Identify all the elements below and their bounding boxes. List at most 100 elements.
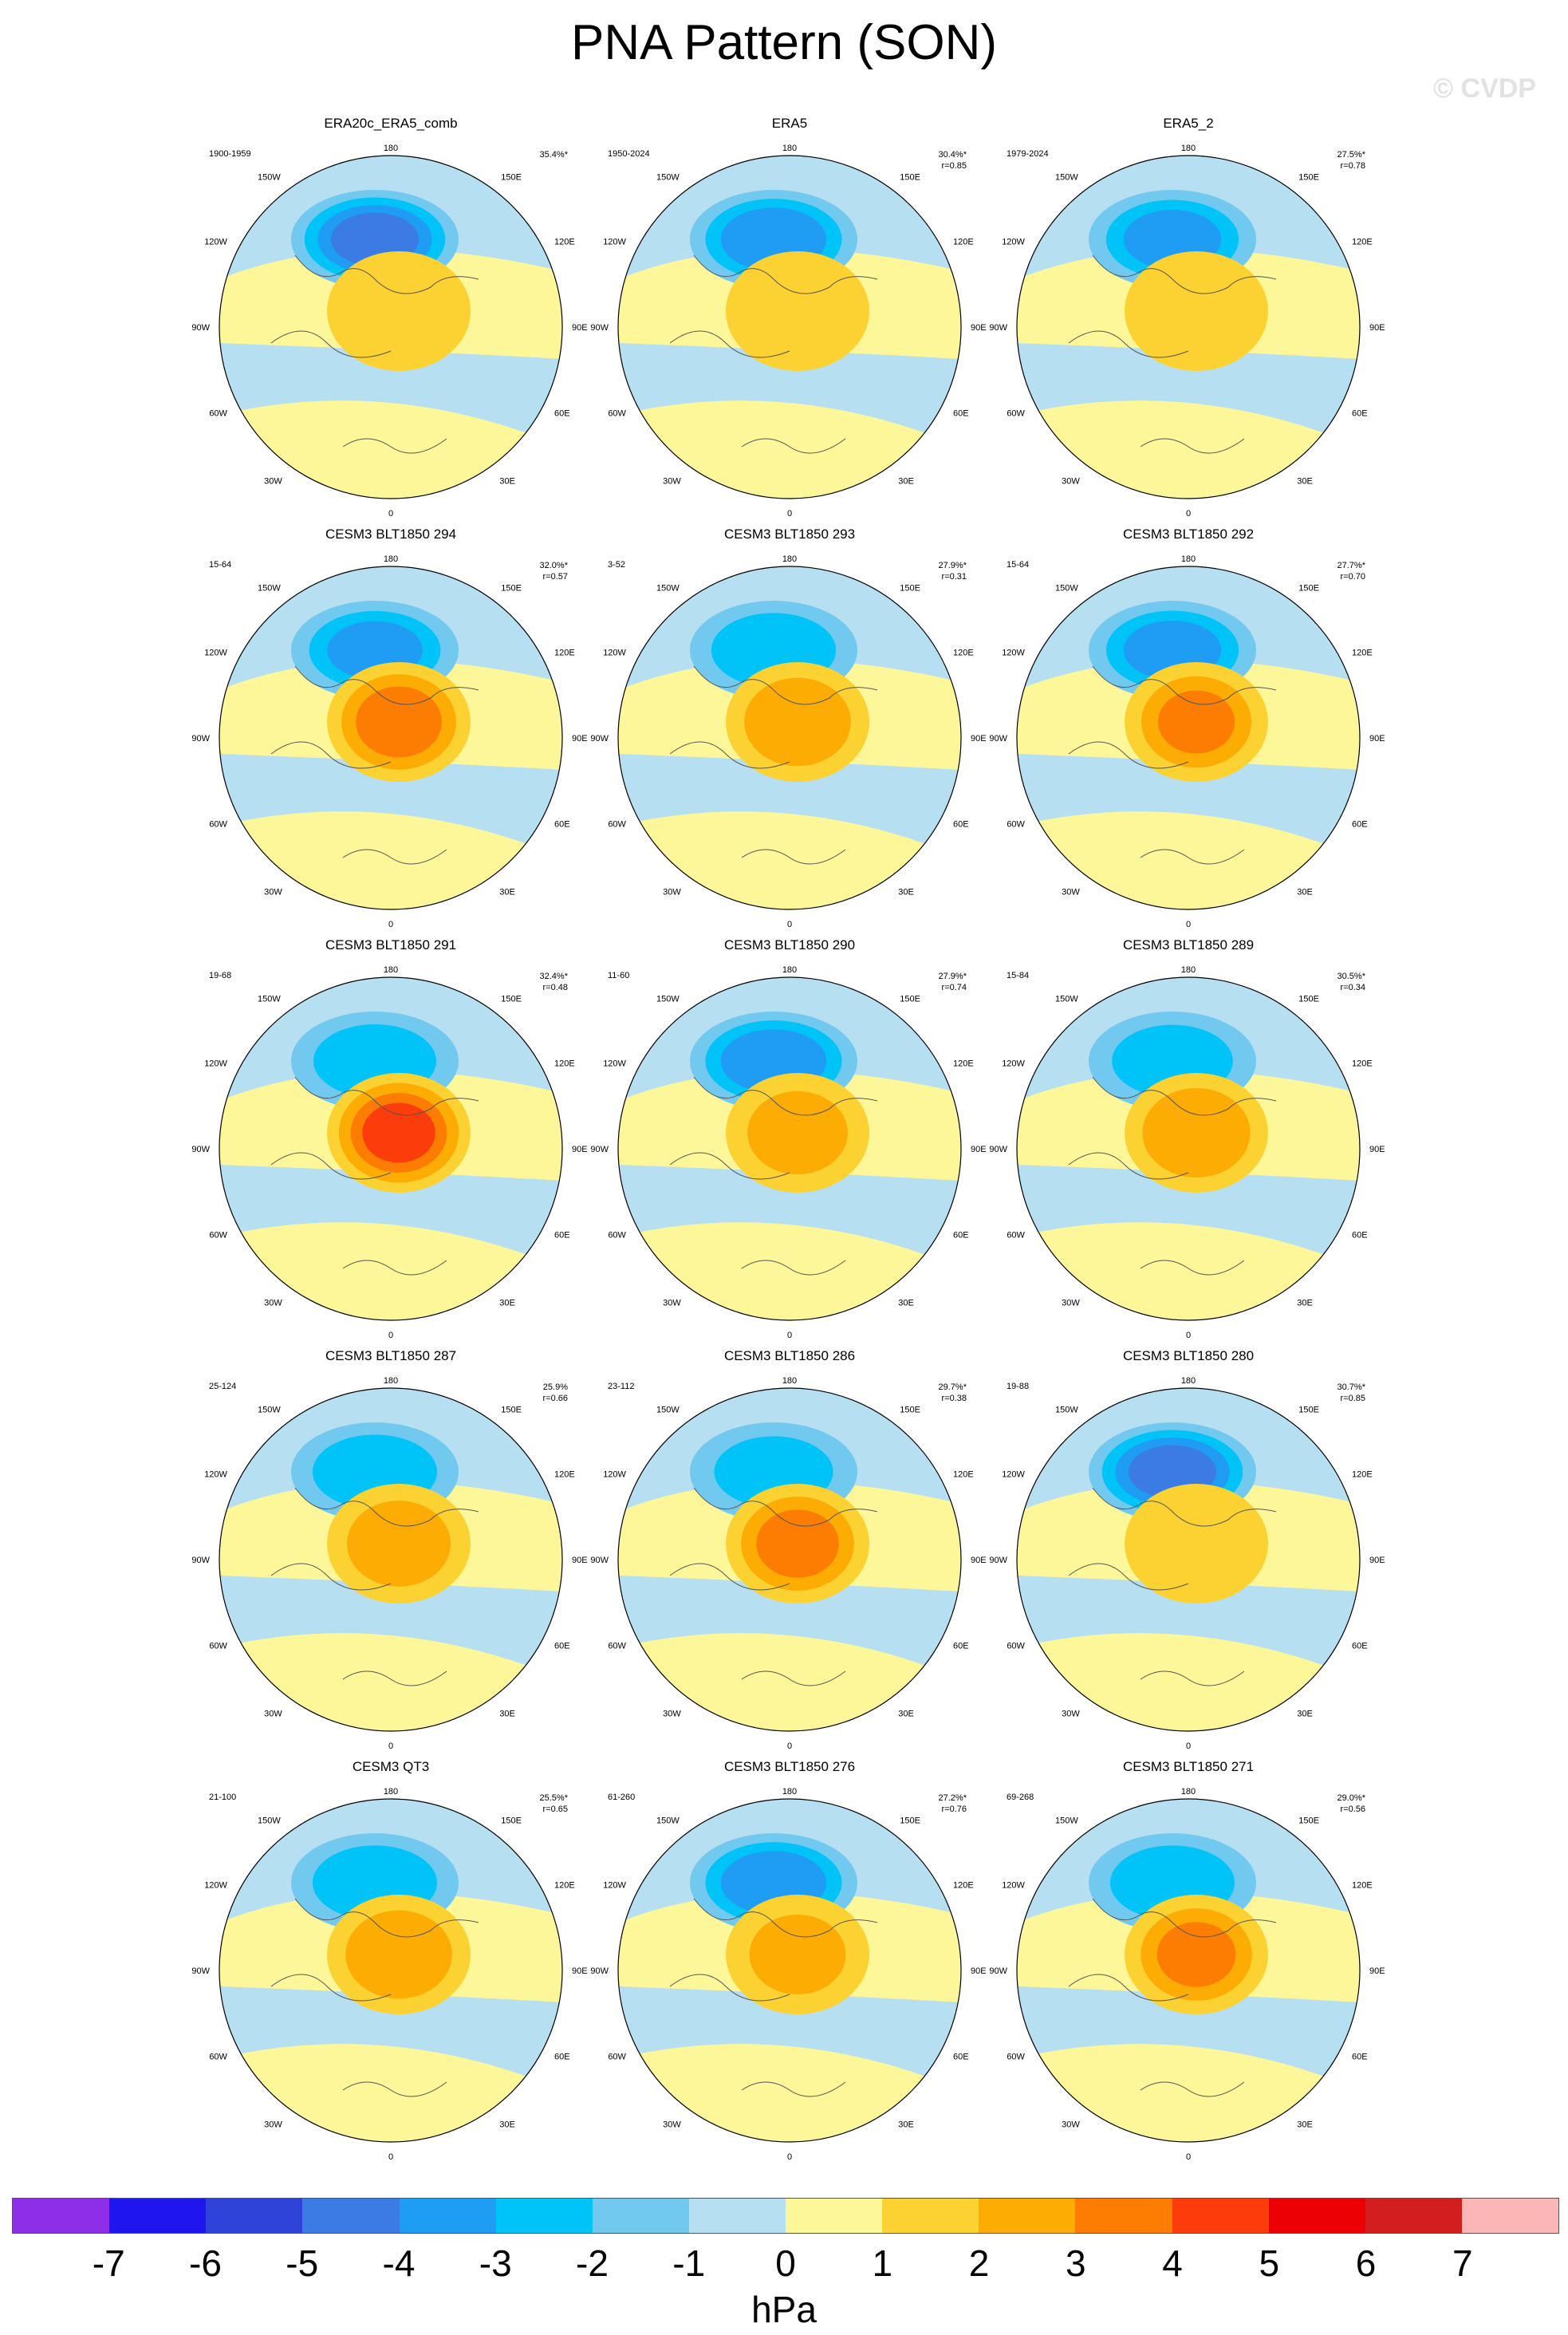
- pattern-corr: r=0.65: [542, 1804, 569, 1814]
- panel-years: 25-124: [209, 1382, 237, 1391]
- pattern-corr: r=0.48: [542, 983, 569, 992]
- longitude-label: 90E: [1369, 1556, 1385, 1565]
- map-panel: 180 150E 120E 90E 60E 30E 0 30W 60W 90W 120W 150W CE…: [191, 1759, 590, 2174]
- high-contour: [327, 251, 471, 371]
- map-panel: 180 150E 120E 90E 60E 30E 0 30W 60W 90W 120W 150W CE…: [590, 527, 989, 941]
- longitude-label: 60E: [554, 1231, 570, 1240]
- field-positive-band-south: [219, 400, 562, 499]
- panel-years: 1900-1959: [209, 149, 251, 159]
- longitude-label: 90E: [572, 1556, 588, 1565]
- longitude-label: 150W: [656, 994, 680, 1004]
- pattern-corr: r=0.70: [1340, 572, 1366, 582]
- longitude-label: 30W: [264, 1710, 282, 1719]
- longitude-label: 0: [1186, 2152, 1191, 2162]
- longitude-label: 30W: [1062, 888, 1080, 897]
- field-positive-band-south: [219, 2044, 562, 2142]
- coastline: [1068, 1487, 1277, 1686]
- field-positive-band-south: [618, 1222, 961, 1320]
- longitude-label: 90E: [971, 734, 987, 743]
- longitude-label: 150W: [1055, 583, 1078, 593]
- variance-pct: 30.4%*: [938, 150, 967, 160]
- longitude-label: 120E: [554, 649, 575, 658]
- longitude-label: 90W: [590, 1556, 609, 1565]
- longitude-label: 150W: [1055, 994, 1078, 1004]
- colorbar-tick-label: 2: [968, 2242, 990, 2284]
- map-border: [617, 976, 962, 1321]
- polar-map: 180 150E 120E 90E 60E 30E 0 30W 60W 90W 120W 150W: [989, 554, 1385, 929]
- panel-title: CESM3 BLT1850 291: [325, 937, 457, 953]
- longitude-label: 90W: [989, 323, 1007, 333]
- panel-stats: 27.2%* r=0.76: [939, 1793, 967, 1815]
- longitude-label: 120E: [1352, 1881, 1373, 1891]
- panel-stats: 35.4%*: [540, 149, 568, 160]
- longitude-label: 60W: [608, 409, 626, 419]
- longitude-label: 30E: [1297, 2120, 1313, 2130]
- colorbar-tick-label: -3: [479, 2242, 512, 2284]
- panel-stats: 30.5%* r=0.34: [1338, 971, 1365, 993]
- longitude-label: 120E: [554, 1470, 575, 1480]
- panel-years: 1950-2024: [608, 149, 650, 159]
- colorbar-tick-label: 3: [1065, 2242, 1086, 2284]
- longitude-label: 60E: [953, 409, 969, 419]
- longitude-label: 60W: [209, 820, 227, 830]
- longitude-label: 180: [1181, 1376, 1196, 1386]
- panel-years: 69-268: [1007, 1793, 1034, 1802]
- pattern-corr: r=0.74: [941, 983, 967, 992]
- longitude-label: 120W: [204, 649, 227, 658]
- longitude-label: 0: [1186, 509, 1191, 519]
- longitude-label: 90E: [971, 1966, 987, 1976]
- map-panel: 180 150E 120E 90E 60E 30E 0 30W 60W 90W 120W 150W ER…: [590, 116, 989, 531]
- pattern-corr: r=0.56: [1340, 1804, 1366, 1814]
- polar-map: 180 150E 120E 90E 60E 30E 0 30W 60W 90W 120W 150W: [590, 554, 987, 929]
- longitude-label: 60W: [1007, 1642, 1025, 1651]
- high-contour: [747, 1091, 848, 1175]
- panel-years: 11-60: [608, 971, 630, 980]
- coastline: [1068, 1898, 1277, 2097]
- longitude-label: 120E: [953, 649, 974, 658]
- longitude-label: 60W: [209, 1231, 227, 1240]
- high-contour: [1125, 1484, 1268, 1603]
- colorbar-tick-label: -5: [286, 2242, 319, 2284]
- panel-title: CESM3 BLT1850 280: [1122, 1348, 1255, 1363]
- longitude-label: 90W: [191, 1966, 210, 1976]
- panel-years: 23-112: [608, 1382, 635, 1391]
- longitude-label: 90E: [1369, 1966, 1385, 1976]
- longitude-label: 150E: [900, 1816, 920, 1825]
- panel-title: CESM3 BLT1850 293: [723, 527, 856, 542]
- field-positive-band-south: [618, 811, 961, 909]
- panel-years: 15-84: [1007, 971, 1030, 980]
- high-contour: [756, 1509, 839, 1578]
- longitude-label: 60W: [608, 820, 626, 830]
- variance-pct: 30.5%*: [1337, 972, 1365, 981]
- longitude-label: 120E: [953, 1470, 974, 1480]
- longitude-label: 0: [388, 509, 393, 519]
- longitude-label: 0: [1186, 920, 1191, 929]
- polar-map: 180 150E 120E 90E 60E 30E 0 30W 60W 90W 120W 150W: [191, 1787, 587, 2162]
- coastline: [270, 665, 479, 865]
- panel-title: ERA5_2: [1163, 116, 1214, 131]
- longitude-label: 0: [388, 1741, 393, 1751]
- longitude-label: 90W: [191, 1145, 210, 1154]
- panel-title: CESM3 BLT1850 290: [723, 937, 856, 953]
- colorbar-tick-label: 5: [1259, 2242, 1280, 2284]
- field-positive-band-south: [1017, 2044, 1360, 2142]
- polar-map: 180 150E 120E 90E 60E 30E 0 30W 60W 90W 120W 150W: [590, 1376, 986, 1751]
- colorbar-tick-label: -2: [576, 2242, 609, 2284]
- longitude-label: 30W: [264, 2120, 282, 2130]
- longitude-label: 30W: [1062, 2120, 1080, 2130]
- colorbar-box: [979, 2199, 1076, 2233]
- pattern-corr: r=0.31: [941, 572, 967, 582]
- panel-years: 19-88: [1007, 1382, 1030, 1391]
- high-contour: [749, 1915, 846, 1994]
- longitude-label: 120E: [554, 1881, 575, 1891]
- longitude-label: 150W: [258, 1816, 281, 1825]
- high-contour: [347, 1501, 451, 1587]
- longitude-label: 30E: [1297, 888, 1313, 897]
- longitude-label: 120W: [603, 649, 626, 658]
- longitude-label: 60W: [209, 1642, 227, 1651]
- longitude-label: 180: [782, 1787, 797, 1797]
- panel-stats: 32.4%* r=0.48: [540, 971, 568, 993]
- longitude-label: 120W: [204, 238, 227, 247]
- longitude-label: 120W: [1002, 238, 1025, 247]
- variance-pct: 27.7%*: [1337, 561, 1365, 570]
